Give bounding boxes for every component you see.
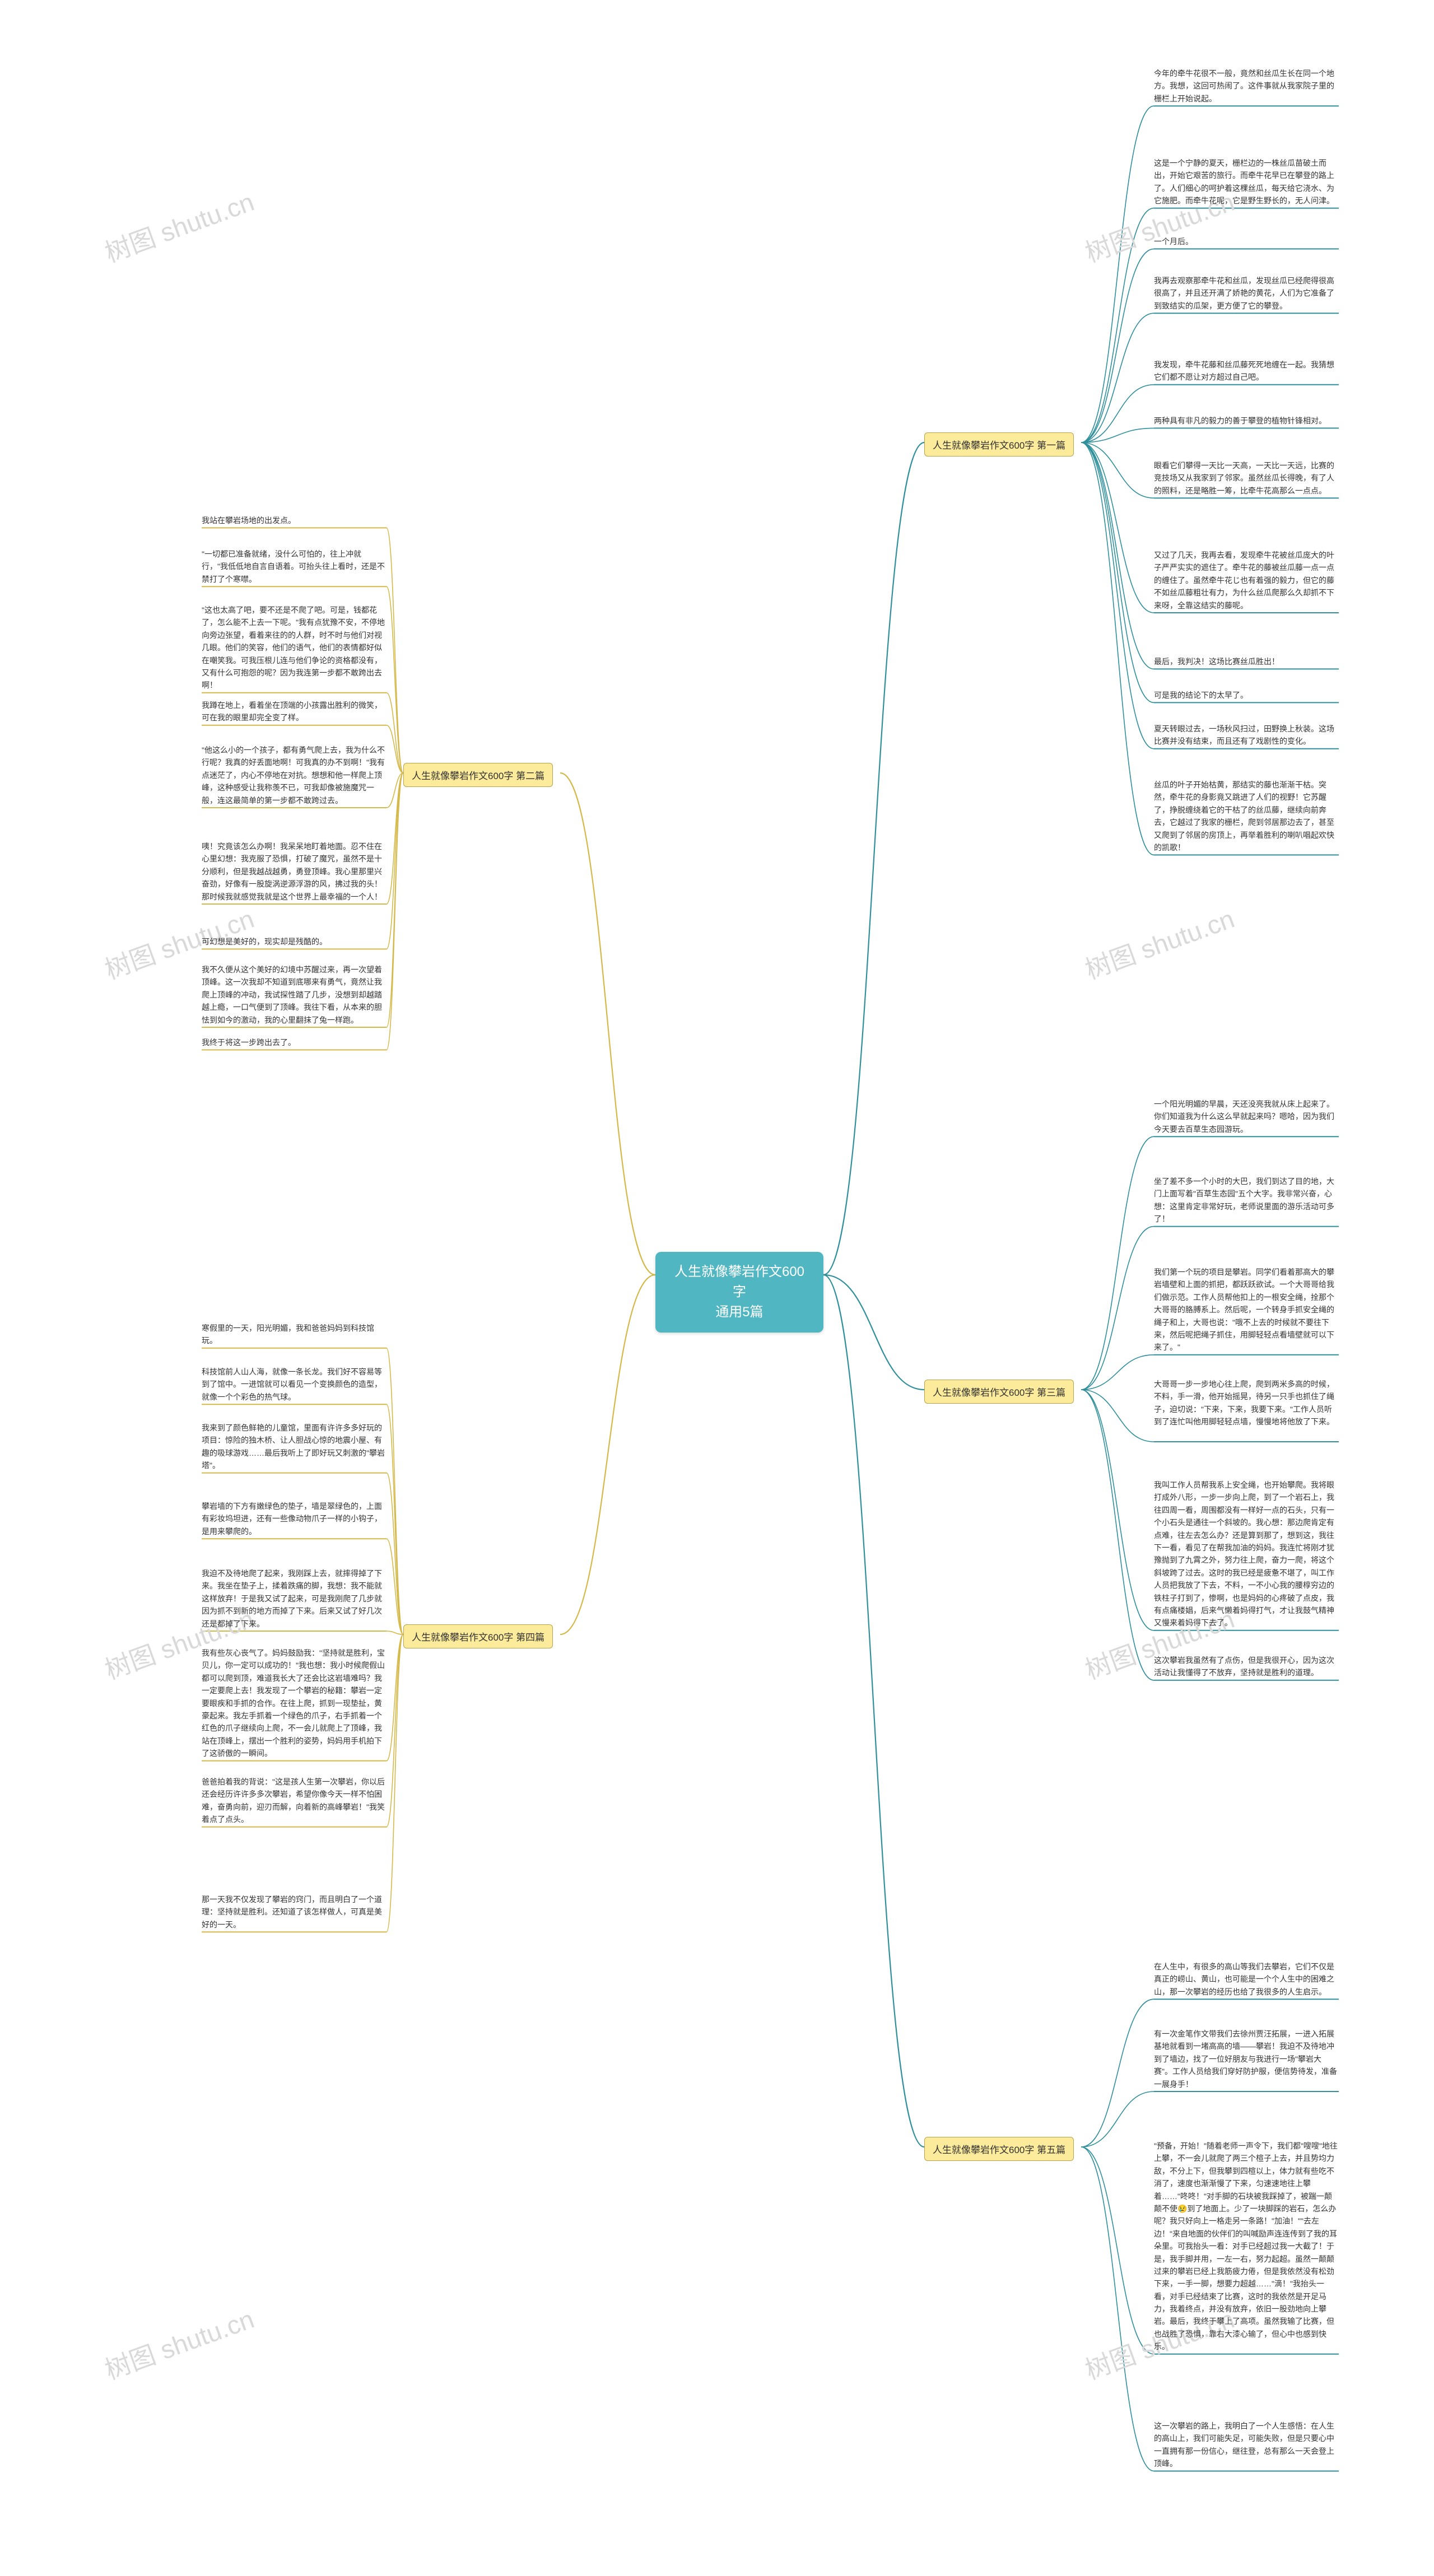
leaf-text: 我迫不及待地爬了起来，我刚踩上去，就摔得掉了下来。我坐在垫子上，揉着跌痛的脚，我…	[202, 1567, 387, 1630]
leaf-text: 科技馆前人山人海，就像一条长龙。我们好不容易等到了馆中。一进馆就可以看见一个变换…	[202, 1366, 387, 1403]
leaf-text: 咦！究竟该怎么办啊！我呆呆地盯着地面。忍不住在心里幻想：我克服了恐惧，打破了魔咒…	[202, 840, 387, 903]
leaf-text: 可是我的结论下的太早了。	[1154, 689, 1339, 701]
leaf-text: 我发现，牵牛花藤和丝瓜藤死死地缠在一起。我猜想它们都不愿让对方超过自己吧。	[1154, 358, 1339, 384]
leaf-text: "这也太高了吧，要不还是不爬了吧。可是，钱都花了，怎么能不上去一下呢。"我有点犹…	[202, 604, 387, 692]
leaf-text: "预备，开始！"随着老师一声令下，我们都"嗖嗖"地往上攀，不一会儿就爬了两三个楦…	[1154, 2140, 1339, 2353]
leaf-text: "一切都已准备就绪，没什么可怕的，往上冲就行，"我低低地自言自语着。可抬头往上看…	[202, 548, 387, 585]
leaf-text: 我终于将这一步跨出去了。	[202, 1036, 387, 1049]
leaf-text: 一个月后。	[1154, 235, 1339, 248]
leaf-text: 那一天我不仅发现了攀岩的窍门，而且明白了一个道理：坚持就是胜利。还知道了该怎样做…	[202, 1893, 387, 1931]
branch-node: 人生就像攀岩作文600字 第二篇	[403, 763, 553, 787]
leaf-text: 我蹲在地上，看着坐在顶端的小孩露出胜利的微笑，可在我的眼里却完全变了样。	[202, 699, 387, 724]
leaf-text: 一个阳光明媚的早晨，天还没亮我就从床上起来了。你们知道我为什么这么早就起来吗？嗯…	[1154, 1098, 1339, 1135]
leaf-text: 在人生中，有很多的高山等我们去攀岩，它们不仅是真正的崂山、黄山，也可能是一个个人…	[1154, 1960, 1339, 1998]
leaf-text: 这次攀岩我虽然有了点伤，但是我很开心，因为这次活动让我懂得了不放弃，坚持就是胜利…	[1154, 1654, 1339, 1679]
root-node: 人生就像攀岩作文600字 通用5篇	[655, 1252, 823, 1333]
leaf-text: 又过了几天，我再去看，发现牵牛花被丝瓜庞大的叶子严严实实的遮住了。牵牛花的藤被丝…	[1154, 549, 1339, 612]
leaf-text: 爸爸拍着我的背说："这是孩人生第一次攀岩，你以后还会经历许许多多次攀岩，希望你像…	[202, 1776, 387, 1826]
leaf-text: 夏天转眼过去，一场秋风扫过，田野换上秋装。这场比赛并没有结束，而且还有了戏剧性的…	[1154, 723, 1339, 748]
leaf-text: 眼看它们攀得一天比一天高，一天比一天远，比赛的竞技场又从我家到了邻家。虽然丝瓜长…	[1154, 459, 1339, 497]
branch-node: 人生就像攀岩作文600字 第四篇	[403, 1624, 553, 1648]
watermark: 树图 shutu.cn	[1079, 898, 1239, 986]
leaf-text: 我有些灰心丧气了。妈妈鼓励我："坚持就是胜利，宝贝儿，你一定可以成功的！"我也想…	[202, 1647, 387, 1760]
leaf-text: 我来到了颜色鲜艳的儿童馆，里面有许许多多好玩的项目：惊险的独木桥、让人胆战心惊的…	[202, 1422, 387, 1472]
leaf-text: 有一次金笔作文带我们去徐州贾汪拓展，一进入拓展基地就看到一堵高高的墙——攀岩！我…	[1154, 2028, 1339, 2090]
leaf-text: 攀岩墙的下方有嫩绿色的垫子，墙是翠绿色的，上面有彩妆坞坦进，还有一些像动物爪子一…	[202, 1500, 387, 1538]
leaf-text: 可幻想是美好的，现实却是残酷的。	[202, 935, 387, 948]
leaf-text: 我站在攀岩场地的出发点。	[202, 514, 387, 527]
leaf-text: 坐了差不多一个小时的大巴，我们到达了目的地，大门上面写着"百草生态园"五个大字。…	[1154, 1175, 1339, 1226]
watermark: 树图 shutu.cn	[99, 181, 258, 269]
leaf-text: 丝瓜的叶子开始枯黄，那结实的藤也渐渐干枯。突然，牵牛花的身影竟又跳进了人们的视野…	[1154, 779, 1339, 854]
leaf-text: 我们第一个玩的项目是攀岩。同学们看着那高大的攀岩墙壁和上面的抓把，都跃跃欲试。一…	[1154, 1266, 1339, 1354]
watermark: 树图 shutu.cn	[99, 2299, 258, 2387]
leaf-text: 我再去观察那牵牛花和丝瓜，发现丝瓜已经爬得很高很高了，并且还开满了娇艳的黄花，人…	[1154, 274, 1339, 312]
leaf-text: 两种具有非凡的毅力的善于攀登的植物针锋相对。	[1154, 414, 1339, 427]
leaf-text: 这一次攀岩的路上，我明白了一个人生感悟：在人生的高山上，我们可能失足，可能失败，…	[1154, 2420, 1339, 2470]
leaf-text: 最后，我判决！这场比赛丝瓜胜出！	[1154, 655, 1339, 668]
leaf-text: 寒假里的一天，阳光明媚，我和爸爸妈妈到科技馆玩。	[202, 1322, 387, 1347]
leaf-text: 今年的牵牛花很不一般，竟然和丝瓜生长在同一个地方。我想，这回可热闹了。这件事就从…	[1154, 67, 1339, 105]
branch-node: 人生就像攀岩作文600字 第三篇	[924, 1380, 1074, 1404]
leaf-text: 这是一个宁静的夏天，栅栏边的一株丝瓜苗破土而出，开始它艰苦的旅行。而牵牛花早已在…	[1154, 157, 1339, 207]
leaf-text: 我不久便从这个美好的幻境中苏醒过来，再一次望着顶峰。这一次我却不知道到底哪来有勇…	[202, 963, 387, 1026]
leaf-text: 大哥哥一步一步地心往上爬，爬到两米多高的时候，不料，手一滑，他开始摇晃，待另一只…	[1154, 1378, 1339, 1428]
leaf-text: "他这么小的一个孩子，都有勇气爬上去，我为什么不行呢？我真的好丢面地啊！可我真的…	[202, 744, 387, 807]
branch-node: 人生就像攀岩作文600字 第一篇	[924, 432, 1074, 456]
branch-node: 人生就像攀岩作文600字 第五篇	[924, 2137, 1074, 2161]
leaf-text: 我叫工作人员帮我系上安全绳，也开始攀爬。我将眼打成外八形，一步一步向上爬，到了一…	[1154, 1479, 1339, 1629]
